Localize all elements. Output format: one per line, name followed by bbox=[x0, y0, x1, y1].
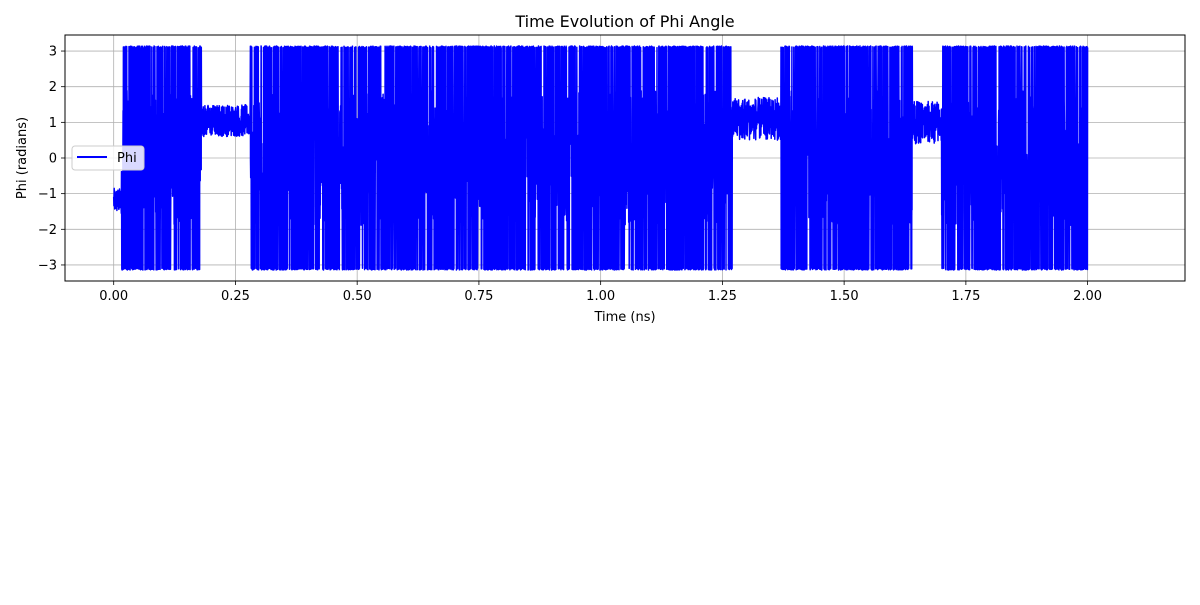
phi-series-line bbox=[112, 45, 1089, 271]
y-tick-label: 3 bbox=[49, 45, 57, 60]
x-tick-label: 2.00 bbox=[1073, 289, 1102, 304]
series-phi bbox=[112, 45, 1089, 271]
x-axis-label: Time (ns) bbox=[593, 310, 655, 325]
legend-box bbox=[71, 145, 145, 171]
y-tick-label: −1 bbox=[38, 187, 57, 202]
legend: Phi bbox=[71, 145, 145, 171]
x-tick-label: 1.25 bbox=[708, 289, 737, 304]
y-tick-label: 0 bbox=[49, 152, 57, 167]
y-tick-label: 1 bbox=[49, 116, 57, 131]
x-tick-label: 1.00 bbox=[586, 289, 615, 304]
y-tick-label: 2 bbox=[49, 80, 57, 95]
x-ticks: 0.00 0.25 0.50 0.75 1.00 1.25 1.50 1.75 2.00 bbox=[99, 281, 1102, 304]
y-tick-label: −2 bbox=[38, 223, 57, 238]
x-tick-label: 1.50 bbox=[830, 289, 859, 304]
y-axis-label: Phi (radians) bbox=[15, 117, 30, 199]
y-tick-label: −3 bbox=[38, 258, 57, 273]
x-tick-label: 0.50 bbox=[343, 289, 372, 304]
x-tick-label: 0.00 bbox=[99, 289, 128, 304]
y-ticks: −3 −2 −1 0 1 2 3 bbox=[38, 45, 65, 273]
x-tick-label: 0.75 bbox=[464, 289, 493, 304]
x-tick-label: 1.75 bbox=[951, 289, 980, 304]
x-tick-label: 0.25 bbox=[221, 289, 250, 304]
chart-title: Time Evolution of Phi Angle bbox=[514, 12, 734, 31]
legend-label-phi: Phi bbox=[117, 151, 137, 166]
